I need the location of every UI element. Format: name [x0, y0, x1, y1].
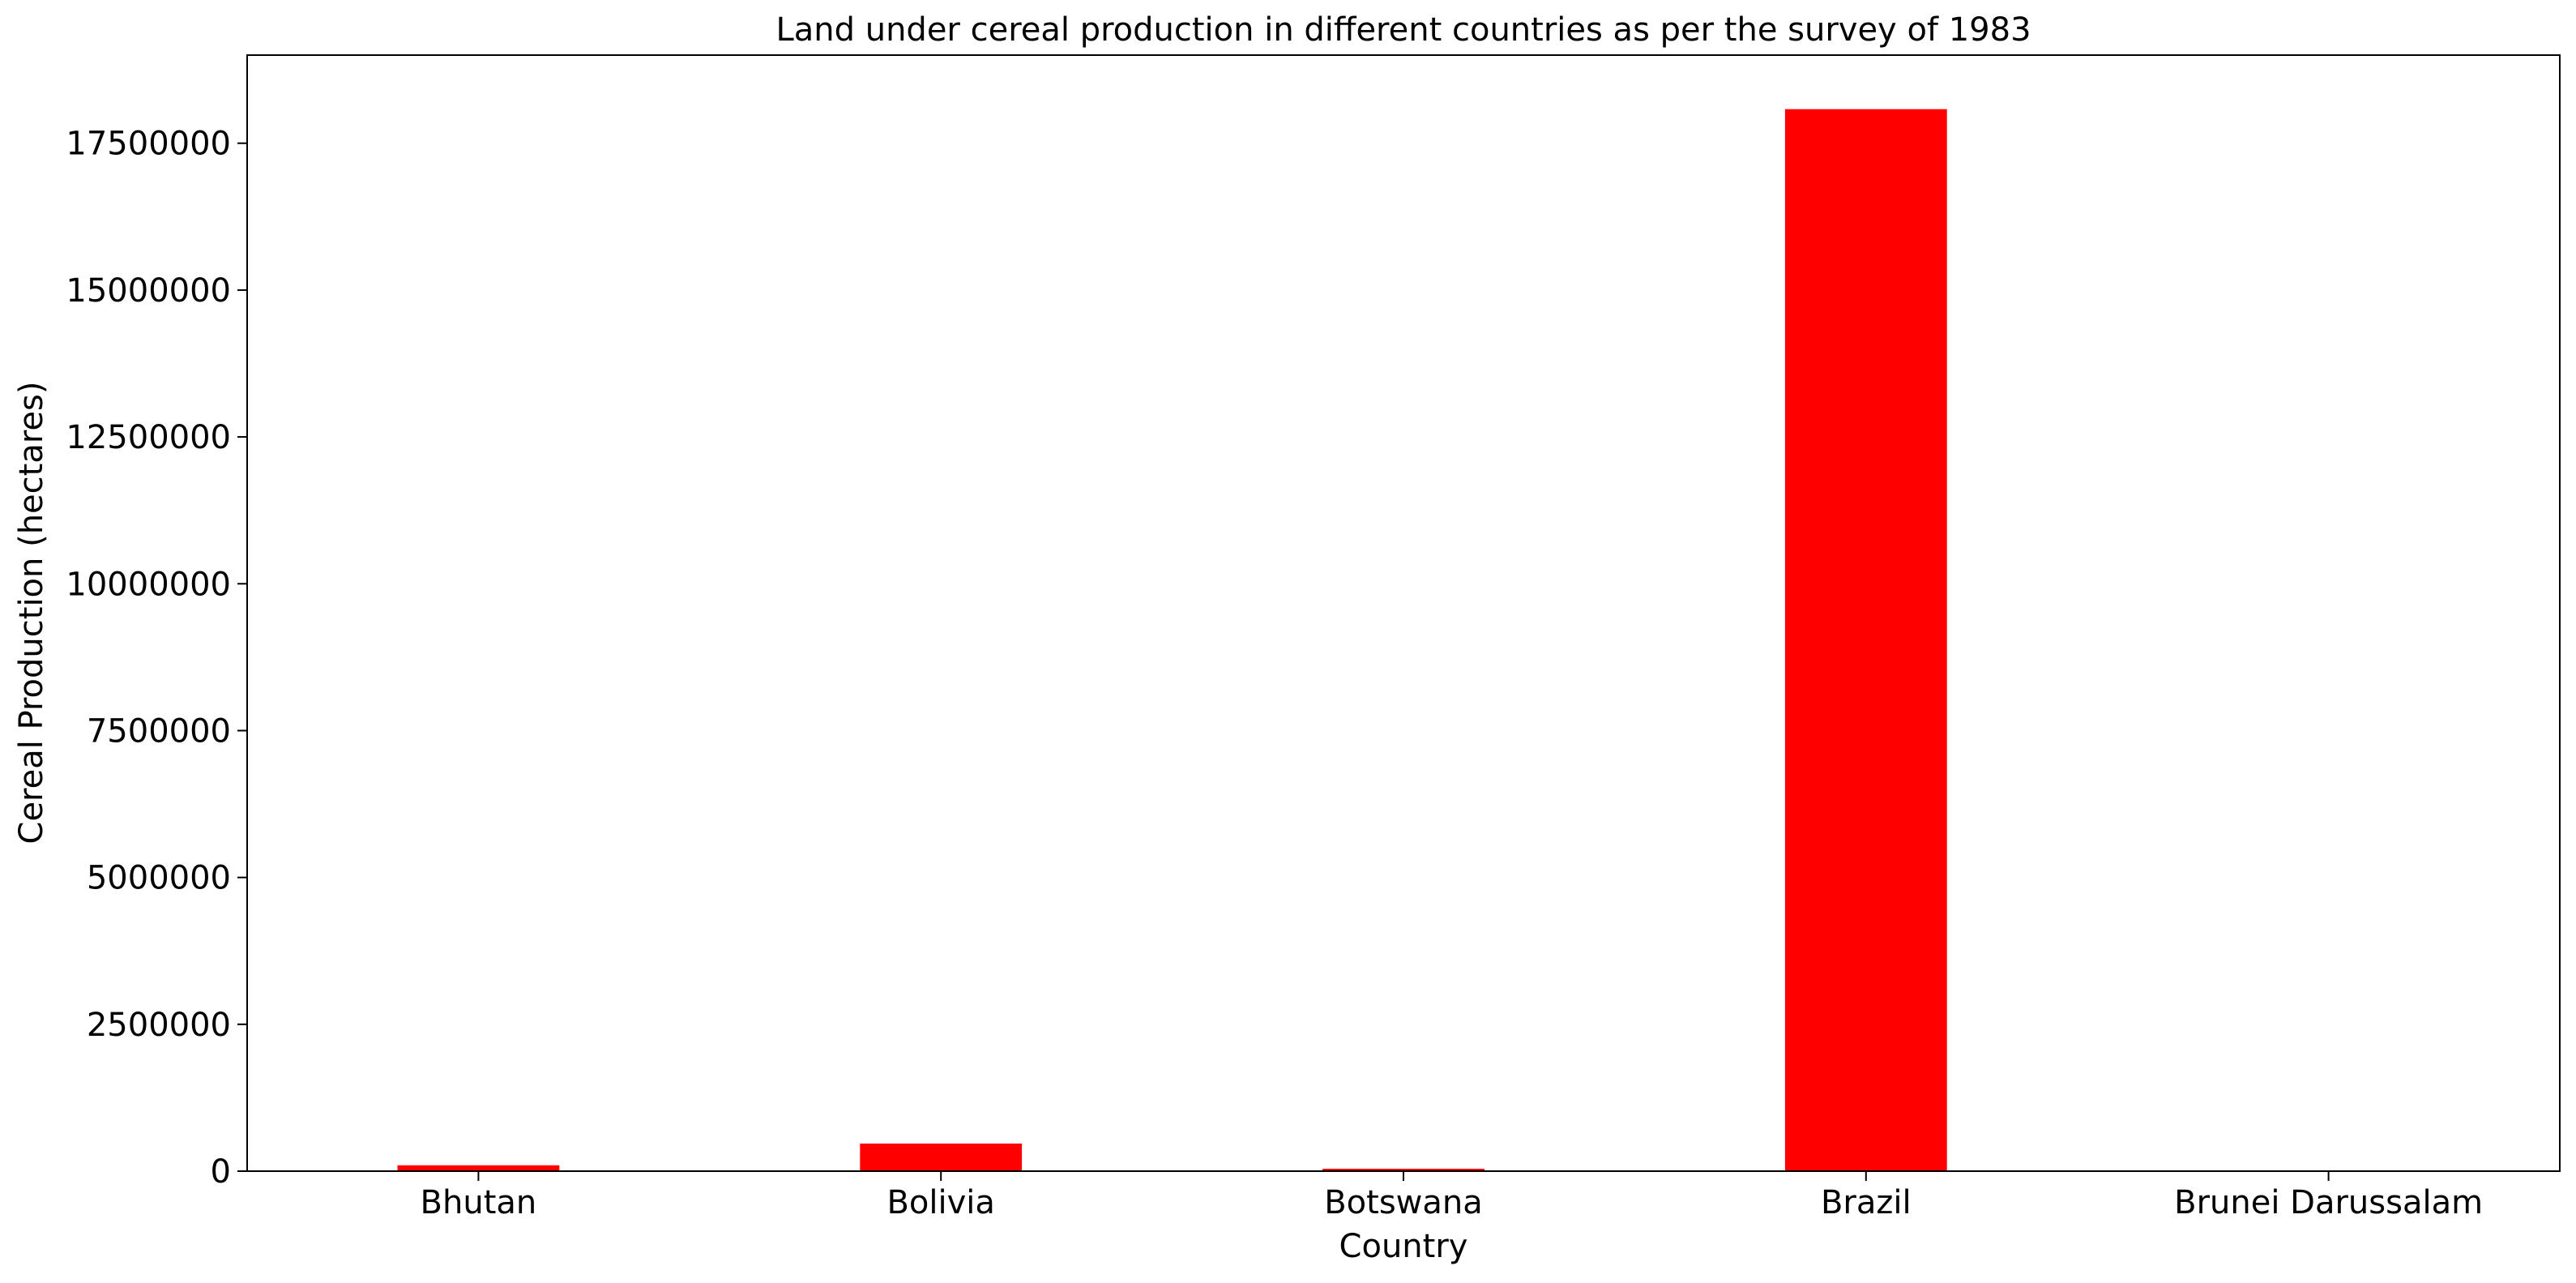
x-tick-label: Brazil — [1821, 1184, 1912, 1221]
x-axis-label: Country — [1339, 1228, 1468, 1265]
y-tick-label: 0 — [211, 1153, 231, 1191]
bars-layer — [398, 109, 2410, 1171]
y-axis-ticks: 0 2500000 5000000 7500000 10000000 12500000 15… — [66, 126, 247, 1191]
x-tick-label: Brunei Darussalam — [2174, 1184, 2483, 1221]
y-axis-label: Cereal Production (hectares) — [13, 382, 50, 845]
x-axis-ticks: Bhutan Bolivia Botswana Brazil Brunei Daruss… — [421, 1171, 2484, 1221]
y-tick-label: 12500000 — [66, 419, 231, 456]
y-tick-label: 2500000 — [87, 1007, 231, 1044]
bar-bhutan — [398, 1165, 560, 1171]
bar-bolivia — [860, 1144, 1022, 1171]
x-tick-label: Botswana — [1324, 1184, 1483, 1221]
x-tick-label: Bhutan — [421, 1184, 537, 1221]
x-tick-label: Bolivia — [886, 1184, 994, 1221]
y-tick-label: 10000000 — [66, 566, 231, 603]
chart-title: Land under cereal production in differen… — [775, 11, 2031, 49]
y-tick-label: 5000000 — [87, 860, 231, 897]
plot-area-frame — [247, 55, 2560, 1171]
y-tick-label: 7500000 — [87, 712, 231, 750]
y-tick-label: 17500000 — [66, 126, 231, 163]
y-tick-label: 15000000 — [66, 272, 231, 310]
bar-brazil — [1785, 109, 1947, 1171]
